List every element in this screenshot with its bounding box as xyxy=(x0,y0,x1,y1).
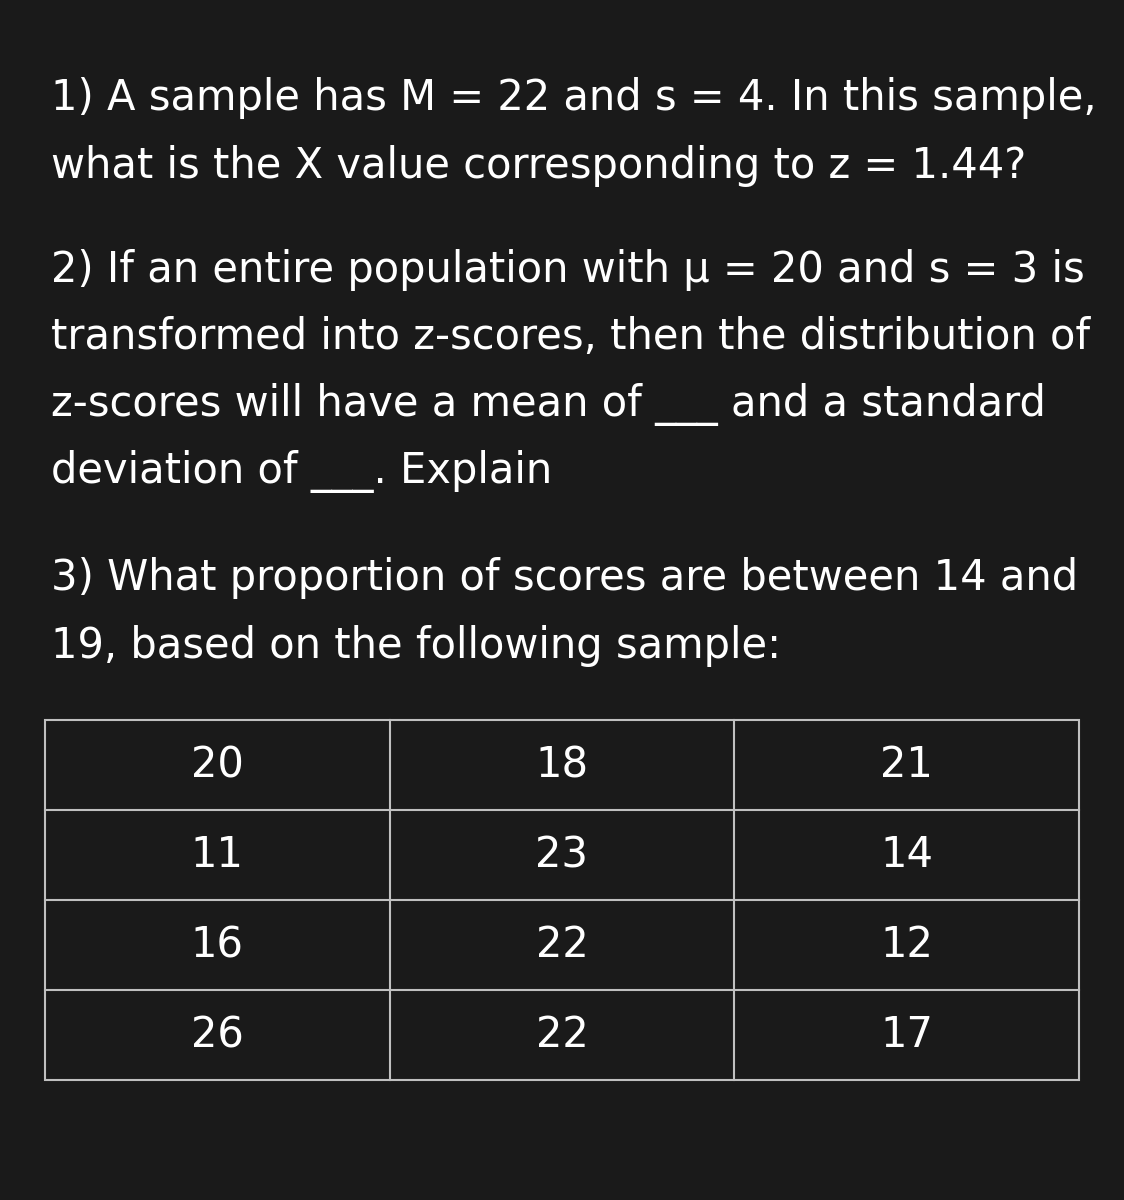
Text: z-scores will have a mean of ___ and a standard: z-scores will have a mean of ___ and a s… xyxy=(51,383,1045,426)
Text: deviation of ___. Explain: deviation of ___. Explain xyxy=(51,450,552,493)
Text: 16: 16 xyxy=(191,924,244,966)
Text: 21: 21 xyxy=(880,744,933,786)
Text: 17: 17 xyxy=(880,1014,933,1056)
Text: 20: 20 xyxy=(191,744,244,786)
Text: 18: 18 xyxy=(535,744,589,786)
Text: 23: 23 xyxy=(535,834,589,876)
Text: 1) A sample has M = 22 and s = 4. In this sample,: 1) A sample has M = 22 and s = 4. In thi… xyxy=(51,77,1096,119)
Text: 22: 22 xyxy=(536,924,588,966)
Text: 11: 11 xyxy=(191,834,244,876)
Bar xyxy=(45,720,1079,1080)
Text: 26: 26 xyxy=(191,1014,244,1056)
Text: 2) If an entire population with μ = 20 and s = 3 is: 2) If an entire population with μ = 20 a… xyxy=(51,248,1085,290)
Text: what is the X value corresponding to z = 1.44?: what is the X value corresponding to z =… xyxy=(51,144,1026,186)
Text: 19, based on the following sample:: 19, based on the following sample: xyxy=(51,624,781,667)
Text: 12: 12 xyxy=(880,924,933,966)
Text: 22: 22 xyxy=(536,1014,588,1056)
Text: transformed into z-scores, then the distribution of: transformed into z-scores, then the dist… xyxy=(51,316,1089,358)
Text: 14: 14 xyxy=(880,834,933,876)
Text: 3) What proportion of scores are between 14 and: 3) What proportion of scores are between… xyxy=(51,557,1078,599)
